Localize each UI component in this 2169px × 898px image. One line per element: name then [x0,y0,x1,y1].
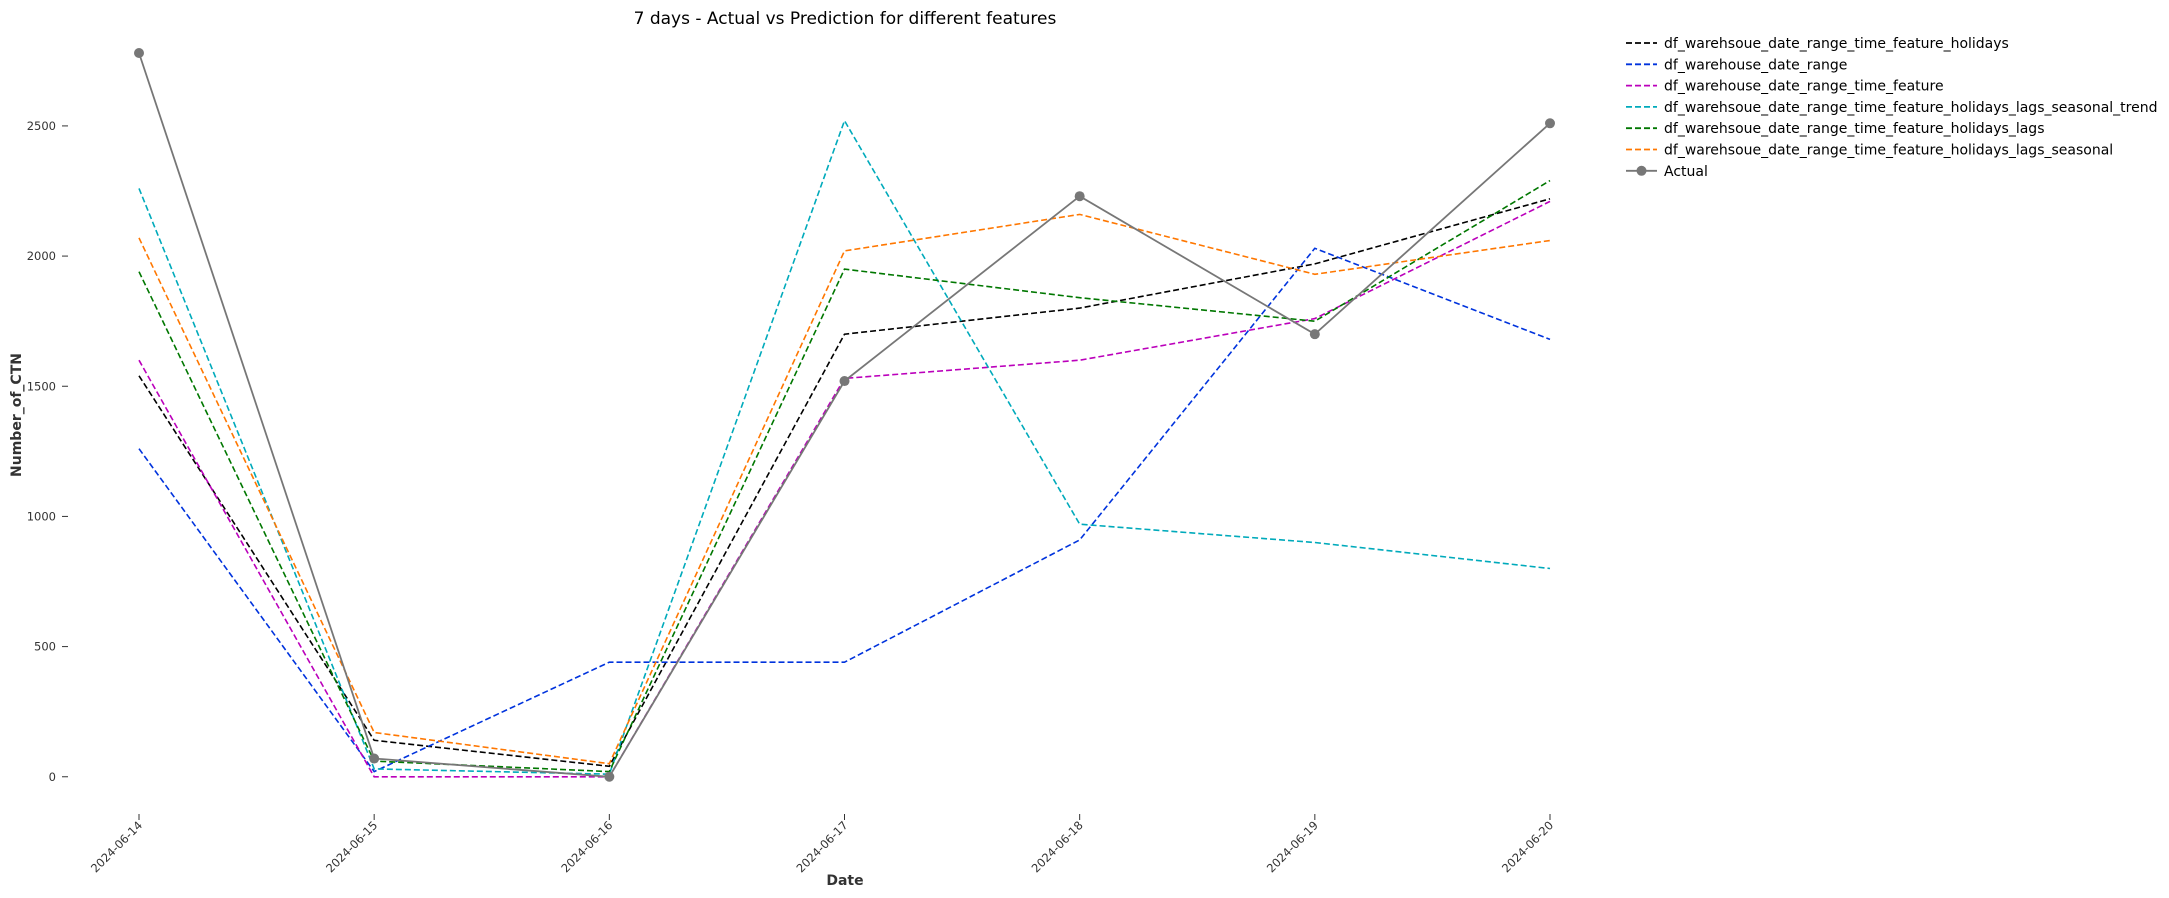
y-tick-label: 1500 [27,379,56,393]
series-line-1 [138,247,1551,773]
actual-point [604,771,615,782]
y-tick-label: 500 [34,640,56,654]
series-line-4 [138,179,1551,773]
x-tick-label: 2024-06-14 [88,818,145,875]
actual-point [1074,191,1085,202]
y-tick-label: 2500 [27,119,56,133]
x-tick-label: 2024-06-16 [558,818,615,875]
legend-label-6: Actual [1664,164,1708,180]
legend-label-1: df_warehouse_date_range [1664,57,1847,73]
series-line-5 [138,213,1551,765]
legend-label-2: df_warehouse_date_range_time_feature [1664,79,1944,95]
series-line-0 [138,198,1551,768]
y-tick-label: 0 [49,770,56,784]
chart-title: 7 days - Actual vs Prediction for differ… [634,9,1057,29]
y-axis-label: Number_of_CTN [9,353,25,477]
actual-point [369,753,380,764]
legend-label-3: df_warehsoue_date_range_time_feature_hol… [1664,100,2158,116]
legend-label-5: df_warehsoue_date_range_time_feature_hol… [1664,143,2113,159]
legend-label-4: df_warehsoue_date_range_time_feature_hol… [1664,121,2045,137]
x-tick-label: 2024-06-19 [1264,818,1321,875]
y-tick-label: 2000 [27,249,56,263]
y-tick-label: 1000 [27,509,56,523]
legend: df_warehsoue_date_range_time_feature_hol… [1626,36,2158,180]
x-tick-label: 2024-06-20 [1499,818,1556,875]
y-axis-ticks: 0 500 1000 1500 2000 2500 [27,119,68,784]
series-line-6 [138,52,1551,778]
series-line-3 [138,118,1551,776]
x-tick-label: 2024-06-17 [793,818,850,875]
x-tick-label: 2024-06-15 [323,818,380,875]
legend-label-0: df_warehsoue_date_range_time_feature_hol… [1664,36,2009,52]
actual-point [134,48,144,59]
x-tick-label: 2024-06-18 [1029,818,1086,875]
actual-point [1309,329,1320,340]
series-line-2 [138,200,1551,778]
actual-point [1545,118,1555,129]
series-layer [134,48,1555,782]
actual-point [839,376,850,387]
legend-marker [1636,165,1647,176]
x-axis-label: Date [826,873,863,889]
x-axis-ticks: 2024-06-14 2024-06-15 2024-06-16 2024-06-17… [88,814,1556,875]
